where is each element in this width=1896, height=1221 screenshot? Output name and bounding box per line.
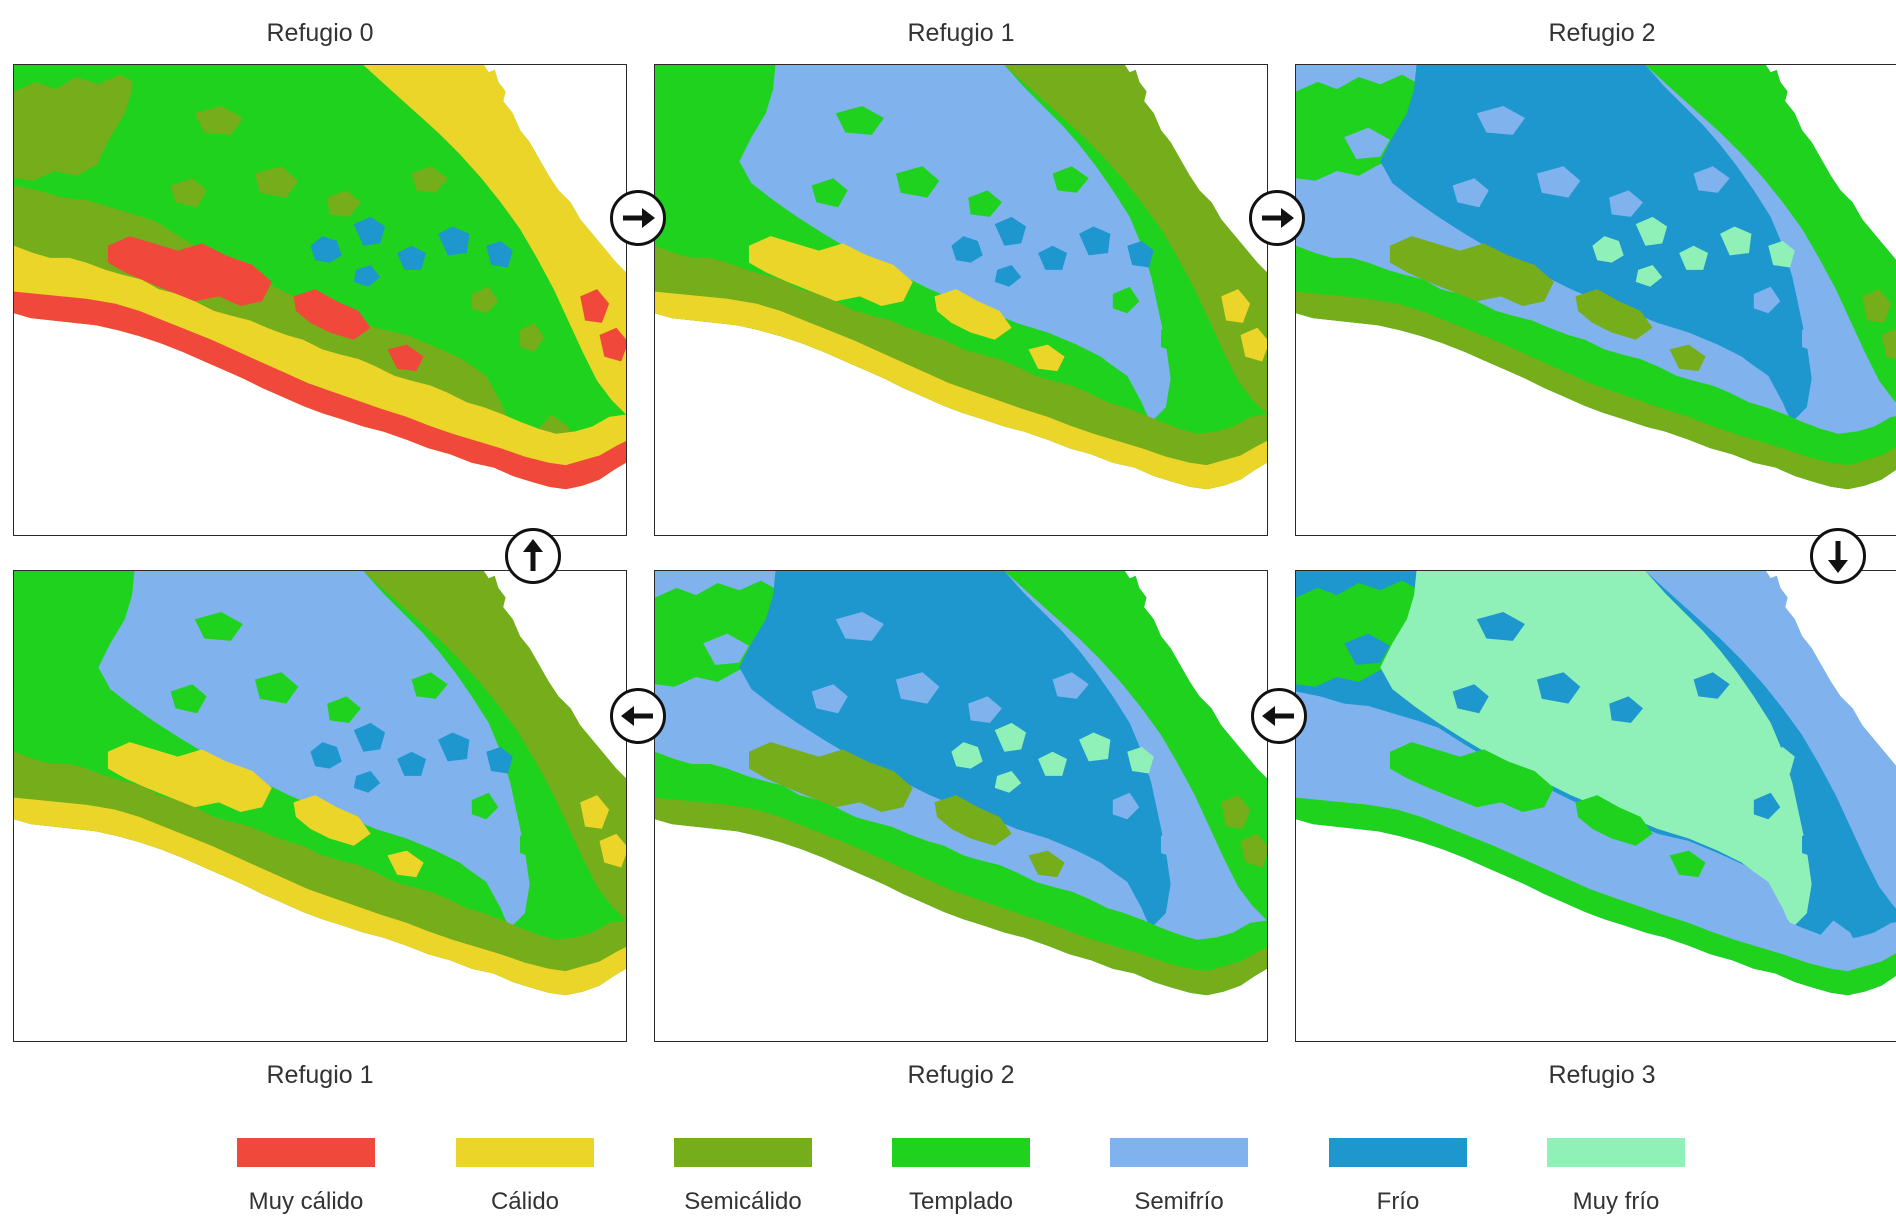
arrow-down-icon — [1809, 527, 1867, 585]
map-panel-refugio-1 — [13, 570, 627, 1042]
map-title: Refugio 2 — [1548, 19, 1656, 47]
legend-label: Muy frío — [1572, 1188, 1660, 1215]
legend-swatch — [1329, 1138, 1467, 1167]
map-title: Refugio 2 — [907, 1061, 1015, 1089]
climate-map — [655, 571, 1267, 996]
climate-map — [655, 65, 1267, 490]
legend-swatch — [1547, 1138, 1685, 1167]
map-panel-refugio-1 — [654, 64, 1268, 536]
climate-map — [14, 65, 626, 490]
legend-swatch — [1110, 1138, 1248, 1167]
climate-map — [14, 571, 626, 996]
arrow-left-icon — [1250, 687, 1308, 745]
map-title: Refugio 1 — [907, 19, 1015, 47]
arrow-up-icon — [504, 527, 562, 585]
legend-swatch — [456, 1138, 594, 1167]
legend-swatch — [674, 1138, 812, 1167]
arrow-left-icon — [609, 687, 667, 745]
legend-label: Semifrío — [1134, 1188, 1224, 1215]
map-panel-refugio-0 — [13, 64, 627, 536]
map-panel-refugio-2 — [1295, 64, 1896, 536]
legend-swatch — [892, 1138, 1030, 1167]
legend-label: Templado — [908, 1188, 1014, 1215]
legend-label: Semicálido — [684, 1188, 802, 1215]
arrow-right-icon — [609, 189, 667, 247]
map-title: Refugio 3 — [1548, 1061, 1656, 1089]
map-panel-refugio-2 — [654, 570, 1268, 1042]
climate-map — [1296, 65, 1896, 490]
map-title: Refugio 1 — [266, 1061, 374, 1089]
climate-map — [1296, 571, 1896, 996]
legend-label: Muy cálido — [248, 1188, 364, 1215]
map-panel-refugio-3 — [1295, 570, 1896, 1042]
legend-label: Cálido — [490, 1188, 560, 1215]
legend-label: Frío — [1376, 1188, 1420, 1215]
arrow-right-icon — [1248, 189, 1306, 247]
legend-swatch — [237, 1138, 375, 1167]
map-title: Refugio 0 — [266, 19, 374, 47]
